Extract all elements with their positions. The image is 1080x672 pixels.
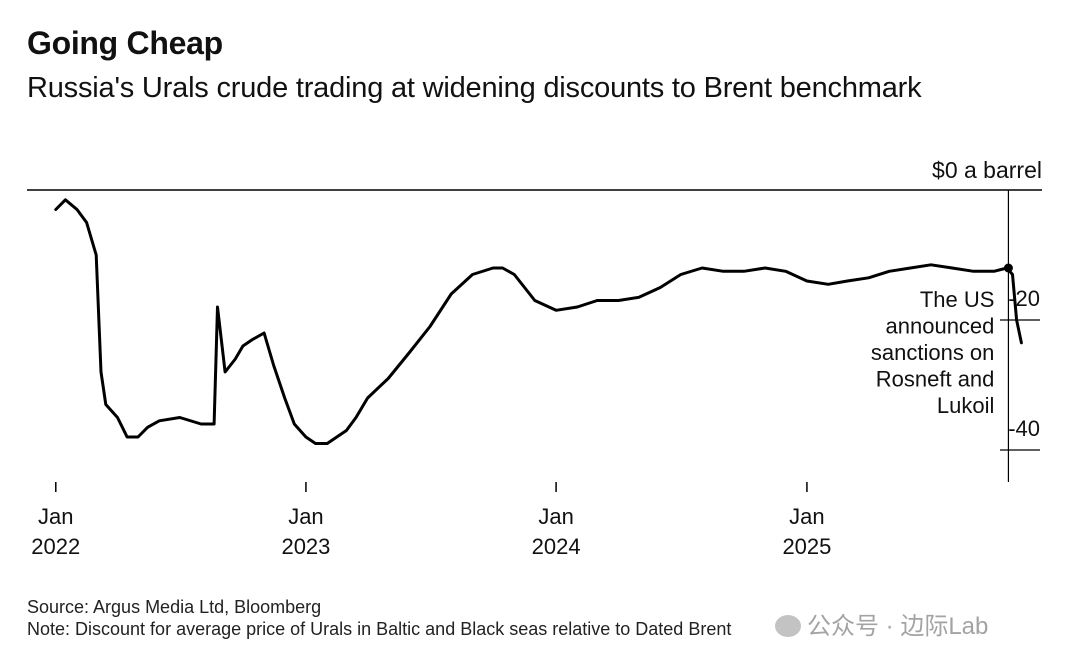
- y-axis-ticks: -20-40: [1000, 286, 1040, 451]
- x-tick-label: 2022: [31, 534, 80, 559]
- source-note: Source: Argus Media Ltd, Bloomberg: [27, 597, 322, 617]
- watermark-text: 公众号 · 边际Lab: [807, 613, 989, 640]
- chart-area: $0 a barrel -20-40 Jan 2022 Jan 2023 Jan 2024…: [27, 157, 1042, 559]
- annotation-text: announced: [886, 314, 995, 339]
- annotation-text: sanctions on: [871, 340, 995, 365]
- footnote: Note: Discount for average price of Ural…: [27, 619, 732, 639]
- annotation-text: Lukoil: [937, 393, 994, 418]
- chart-title: Going Cheap: [27, 25, 223, 61]
- x-tick-label: 2023: [281, 534, 330, 559]
- x-tick-label: 2024: [532, 534, 581, 559]
- chart-subtitle: Russia's Urals crude trading at widening…: [27, 72, 922, 104]
- annotation-text: The US: [920, 287, 995, 312]
- annotation-text: Rosneft and: [876, 367, 995, 392]
- x-tick-label: 2025: [782, 534, 831, 559]
- chart-footer: Source: Argus Media Ltd, Bloomberg Note:…: [27, 596, 731, 640]
- x-tick-label: Jan: [538, 504, 573, 529]
- watermark: 公众号 · 边际Lab: [775, 612, 988, 642]
- y-tick-label: -40: [1008, 416, 1040, 441]
- x-tick-label: Jan: [288, 504, 323, 529]
- x-axis-ticks: Jan 2022 Jan 2023 Jan 2024 Jan 2025: [31, 482, 831, 559]
- x-tick-label: Jan: [38, 504, 73, 529]
- y-unit-label: $0 a barrel: [932, 157, 1042, 183]
- wechat-icon: [775, 615, 801, 637]
- x-tick-label: Jan: [789, 504, 824, 529]
- urals-discount-line: [54, 198, 1023, 445]
